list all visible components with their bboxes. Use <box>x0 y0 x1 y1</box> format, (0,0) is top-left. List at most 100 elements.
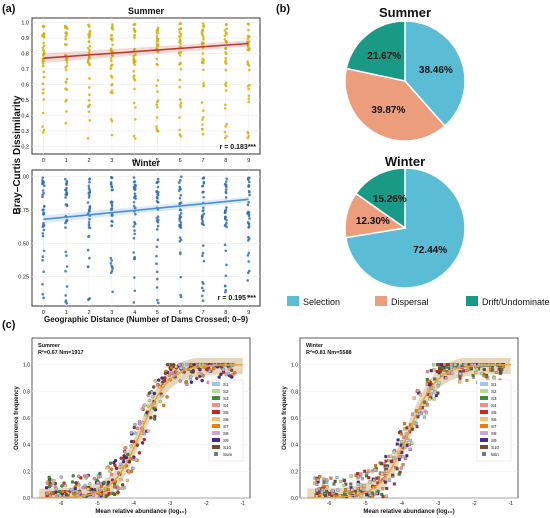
data-point <box>167 373 172 377</box>
data-point <box>129 430 134 435</box>
data-point <box>247 100 250 104</box>
data-point <box>423 403 427 407</box>
chart-title: Summer <box>38 343 61 349</box>
data-point <box>156 106 159 109</box>
data-point <box>132 455 136 459</box>
legend-swatch <box>480 403 488 407</box>
data-point <box>438 370 442 374</box>
data-point <box>88 297 92 300</box>
legend-swatch <box>480 410 488 414</box>
data-point <box>225 225 228 229</box>
data-point <box>224 68 228 72</box>
data-point <box>432 363 436 367</box>
data-point <box>47 475 51 480</box>
data-point <box>247 35 251 39</box>
data-point <box>155 199 159 203</box>
data-point <box>197 362 202 367</box>
data-point <box>152 391 157 396</box>
y-tick-label: 1.00 <box>18 175 29 181</box>
data-point <box>453 363 457 367</box>
data-point <box>178 214 182 217</box>
data-point <box>133 78 137 82</box>
data-point <box>42 33 46 36</box>
data-point <box>356 475 360 479</box>
y-tick-label: 0.8 <box>21 52 29 58</box>
data-point <box>88 48 91 52</box>
data-point <box>49 491 54 495</box>
data-point <box>111 43 115 47</box>
data-point <box>126 452 130 457</box>
slice-value-label: 15.26% <box>373 194 407 205</box>
data-point <box>224 191 228 195</box>
data-point <box>41 131 45 134</box>
data-point <box>195 376 199 381</box>
data-point <box>223 29 227 32</box>
y-tick-label: 0.2 <box>291 469 298 475</box>
x-tick-label: 4 <box>133 310 136 316</box>
data-point <box>224 103 227 107</box>
data-point <box>178 217 181 221</box>
data-point <box>155 383 160 387</box>
data-point <box>248 83 251 87</box>
x-tick-label: 8 <box>224 310 227 316</box>
data-point <box>85 474 89 478</box>
data-point <box>153 414 157 419</box>
data-point <box>110 59 113 63</box>
chart-title: Winter <box>306 343 324 349</box>
data-point <box>88 44 92 48</box>
data-point <box>98 471 102 476</box>
data-point <box>179 212 183 215</box>
data-point <box>362 484 366 488</box>
data-point <box>65 110 68 113</box>
data-point <box>178 133 182 136</box>
data-point <box>110 26 114 30</box>
data-point <box>178 98 182 101</box>
data-point <box>349 474 353 478</box>
data-point <box>328 491 332 495</box>
legend-label: S10 <box>223 445 232 450</box>
data-point <box>230 375 234 379</box>
data-point <box>64 188 67 192</box>
data-point <box>127 469 131 474</box>
data-point <box>418 393 422 397</box>
data-point <box>133 422 137 427</box>
data-point <box>42 270 45 274</box>
data-point <box>200 286 204 290</box>
data-point <box>202 195 205 199</box>
data-point <box>416 389 420 393</box>
legend-swatch <box>480 389 488 393</box>
data-point <box>83 483 87 488</box>
data-point <box>133 229 136 232</box>
data-point <box>133 276 136 279</box>
pie-slice <box>344 67 446 142</box>
correlation-annotation: r = 0.183*** <box>220 144 257 151</box>
legend-swatch <box>482 452 486 456</box>
chart-title: Winter <box>385 154 425 169</box>
data-point <box>155 103 159 107</box>
data-point <box>225 177 229 180</box>
data-point <box>137 451 142 455</box>
data-point <box>458 376 462 380</box>
data-point <box>133 29 137 33</box>
data-point <box>247 64 251 67</box>
data-point <box>133 137 137 140</box>
data-point <box>205 367 209 372</box>
legend-swatch <box>480 445 488 449</box>
data-point <box>135 426 140 430</box>
data-point <box>178 223 181 227</box>
data-point <box>201 123 204 126</box>
data-point <box>360 477 364 481</box>
data-point <box>325 490 329 494</box>
data-point <box>224 59 227 63</box>
data-point <box>110 50 114 53</box>
data-point <box>178 196 182 200</box>
data-point <box>383 464 387 468</box>
data-point <box>223 182 227 186</box>
data-point <box>224 84 228 88</box>
data-point <box>88 103 92 107</box>
y-axis-label: Occurrence frequency <box>282 385 288 449</box>
data-point <box>86 487 90 491</box>
data-point <box>62 481 66 485</box>
data-point <box>381 487 385 491</box>
